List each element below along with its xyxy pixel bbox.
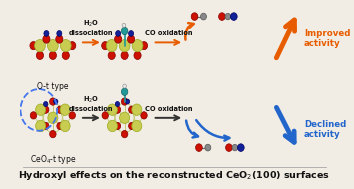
Circle shape (121, 27, 128, 35)
Circle shape (102, 112, 108, 119)
Circle shape (42, 122, 49, 130)
Circle shape (61, 40, 71, 52)
Circle shape (121, 130, 128, 138)
Circle shape (69, 42, 76, 50)
Circle shape (122, 23, 126, 27)
Circle shape (50, 130, 56, 138)
Circle shape (53, 99, 58, 104)
FancyArrowPatch shape (196, 120, 229, 141)
Circle shape (232, 144, 238, 151)
Circle shape (191, 13, 198, 20)
Text: Declined
activity: Declined activity (304, 120, 346, 139)
Circle shape (230, 13, 237, 20)
Circle shape (107, 104, 118, 115)
Circle shape (129, 31, 133, 36)
Circle shape (141, 42, 148, 50)
Circle shape (69, 112, 75, 119)
Circle shape (102, 42, 109, 50)
Circle shape (48, 112, 58, 124)
Text: O-t type: O-t type (37, 82, 69, 91)
Circle shape (57, 106, 63, 113)
Circle shape (60, 120, 70, 132)
Circle shape (200, 13, 206, 20)
Circle shape (56, 35, 63, 43)
Text: CO oxidation: CO oxidation (145, 30, 192, 36)
Circle shape (127, 35, 135, 43)
Circle shape (121, 51, 128, 60)
Circle shape (129, 122, 135, 130)
Circle shape (57, 31, 62, 36)
Circle shape (225, 144, 232, 151)
Circle shape (114, 106, 121, 113)
Circle shape (238, 144, 244, 151)
Circle shape (57, 122, 63, 130)
Circle shape (50, 98, 56, 105)
FancyArrowPatch shape (186, 121, 198, 137)
Text: Improved
activity: Improved activity (304, 29, 350, 48)
Circle shape (119, 40, 130, 52)
Circle shape (123, 84, 126, 88)
Circle shape (43, 35, 50, 43)
Circle shape (108, 51, 115, 60)
Circle shape (218, 13, 225, 20)
Circle shape (141, 112, 147, 119)
Circle shape (120, 112, 130, 124)
Circle shape (30, 112, 37, 119)
Circle shape (36, 104, 46, 115)
Circle shape (36, 51, 44, 60)
Circle shape (106, 40, 117, 52)
Circle shape (60, 104, 70, 115)
Circle shape (62, 51, 69, 60)
Circle shape (115, 35, 122, 43)
FancyArrowPatch shape (185, 23, 194, 40)
Circle shape (42, 106, 49, 113)
Circle shape (205, 144, 211, 151)
Circle shape (115, 101, 120, 106)
Circle shape (44, 101, 48, 106)
Circle shape (195, 144, 202, 151)
Text: CeO$_4$-t type: CeO$_4$-t type (30, 153, 76, 166)
Circle shape (49, 51, 56, 60)
Circle shape (30, 42, 37, 50)
Circle shape (121, 88, 128, 95)
Circle shape (107, 120, 118, 132)
Circle shape (47, 40, 58, 52)
Text: CO oxidation: CO oxidation (145, 106, 192, 112)
Circle shape (116, 31, 121, 36)
Circle shape (125, 99, 130, 104)
Circle shape (114, 122, 121, 130)
Circle shape (132, 104, 142, 115)
Circle shape (132, 120, 142, 132)
Circle shape (129, 106, 135, 113)
Text: Hydroxyl effects on the reconstructed CeO$_2$(100) surfaces: Hydroxyl effects on the reconstructed Ce… (18, 169, 331, 182)
Circle shape (44, 31, 49, 36)
Circle shape (35, 40, 45, 52)
Circle shape (134, 51, 141, 60)
Text: H$_2$O
dissociation: H$_2$O dissociation (69, 19, 114, 36)
Circle shape (121, 98, 128, 105)
Circle shape (225, 13, 231, 20)
Circle shape (36, 120, 46, 132)
Text: H$_2$O
dissociation: H$_2$O dissociation (69, 95, 114, 112)
Circle shape (132, 40, 143, 52)
